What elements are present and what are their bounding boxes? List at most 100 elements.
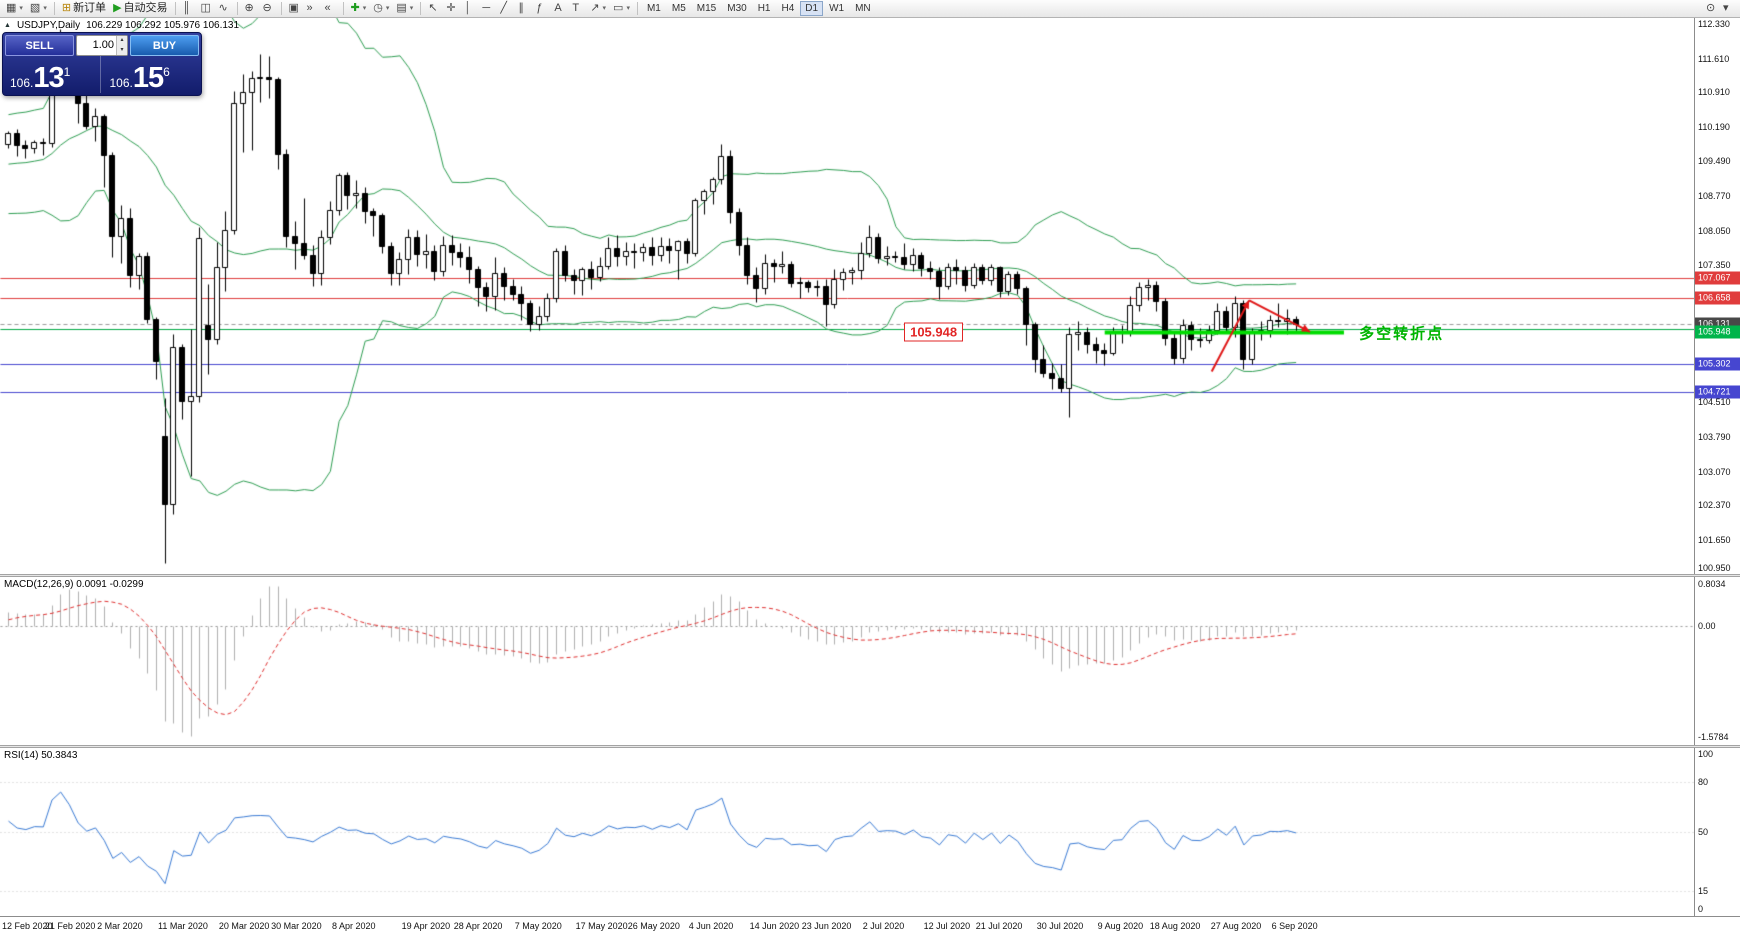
new-order-button-label: 新订单 [73, 2, 107, 14]
macd-pane-splitter[interactable] [0, 574, 1740, 577]
main-chart-canvas[interactable] [0, 18, 1694, 574]
indicators-icon-glyph: ✚ [350, 2, 360, 14]
text-label-icon-glyph: T [572, 2, 580, 14]
periods-icon[interactable]: ◷ ▾ [370, 1, 392, 17]
price-scale-label: 103.790 [1698, 431, 1731, 442]
tile-windows-icon[interactable]: ▣ [286, 1, 303, 17]
date-axis-label: 6 Sep 2020 [1271, 921, 1318, 931]
price-line-badge: 104.721 [1695, 385, 1740, 399]
macd-plot-area: MACD(12,26,9) 0.0091 -0.0299 [0, 577, 1694, 745]
lot-size-value[interactable]: 1.00 [92, 39, 114, 51]
timeframe-m5[interactable]: M5 [667, 1, 691, 16]
zoom-out-icon-glyph: ⊖ [262, 2, 272, 14]
price-scale-label: 110.190 [1698, 122, 1730, 133]
price-callout-label[interactable]: 105.948 [904, 322, 964, 342]
zoom-in-icon[interactable]: ⊕ [242, 1, 259, 17]
lot-decrease-button[interactable]: ▾ [117, 45, 127, 55]
sell-button[interactable]: SELL [5, 35, 74, 56]
timeframe-m15[interactable]: M15 [692, 1, 721, 16]
timeframe-h4[interactable]: H4 [776, 1, 799, 16]
vertical-line-icon[interactable]: │ [461, 1, 478, 17]
text-icon-glyph: A [554, 2, 562, 14]
date-axis-label: 12 Feb 2020 [2, 921, 53, 931]
new-chart-icon-dropdown[interactable]: ▾ [19, 5, 23, 12]
toolbar-separator [236, 2, 238, 15]
chart-window: ▲ USDJPY,Daily 106.229 106.292 105.976 1… [0, 18, 1740, 938]
cursor-icon[interactable]: ↖ [425, 1, 442, 17]
toolbars-menu-icon[interactable]: ▾ [1720, 1, 1737, 17]
cursor-icon-glyph: ↖ [428, 2, 438, 14]
ask-price-pip-digit: 6 [163, 65, 170, 79]
chart-profiles-icon-glyph: ▧ [29, 2, 41, 14]
fibonacci-icon[interactable]: ƒ [533, 1, 550, 17]
crosshair-icon[interactable]: ✛ [443, 1, 460, 17]
candlestick-chart-icon[interactable]: ◫ [198, 1, 215, 17]
macd-canvas[interactable] [0, 577, 1694, 745]
lot-increase-button[interactable]: ▴ [117, 36, 127, 46]
templates-icon[interactable]: ▤ ▾ [393, 1, 416, 17]
price-scale-label: 108.050 [1698, 225, 1731, 236]
fibonacci-icon-glyph: ƒ [536, 2, 543, 14]
toolbar: ▦ ▾ ▧ ▾ ⊞ 新订单 ▶ 自动交易 ║ ◫ ∿ ⊕ ⊖ ▣» «✚ ▾ ◷ ▾ ▤ ▾ ↖ ✛ │ ─ ╱ ∥ ƒ A T ↗ ▾ ▭ ▾… [0, 0, 1740, 18]
date-axis-label: 30 Mar 2020 [271, 921, 322, 931]
indicators-icon[interactable]: ✚ ▾ [348, 1, 370, 17]
equidistant-channel-icon[interactable]: ∥ [515, 1, 532, 17]
timeframe-mn[interactable]: MN [850, 1, 876, 16]
buy-button[interactable]: BUY [130, 35, 199, 56]
date-axis-label: 18 Aug 2020 [1149, 921, 1201, 931]
periods-icon-dropdown[interactable]: ▾ [385, 5, 390, 12]
new-order-button[interactable]: ⊞ 新订单 [59, 1, 109, 17]
arrows-icon-dropdown[interactable]: ▾ [602, 5, 607, 12]
shapes-icon-dropdown[interactable]: ▾ [626, 5, 630, 12]
timeframe-m1[interactable]: M1 [642, 1, 666, 16]
macd-scale-zero: 0.00 [1698, 621, 1716, 631]
timeframe-m30[interactable]: M30 [722, 1, 751, 16]
bar-chart-icon[interactable]: ║ [180, 1, 197, 17]
date-axis[interactable]: 12 Feb 2020 21 Feb 2020 2 Mar 2020 11 Mar 2… [0, 916, 1740, 938]
new-chart-icon[interactable]: ▦ ▾ [3, 1, 26, 17]
text-label-icon[interactable]: T [569, 1, 586, 17]
auto-scroll-icon[interactable]: » [304, 1, 321, 17]
chart-profiles-icon-dropdown[interactable]: ▾ [43, 5, 47, 12]
horizontal-line-icon[interactable]: ─ [479, 1, 496, 17]
ask-price-big-digits: 15 [132, 62, 164, 94]
date-axis-label: 23 Jun 2020 [801, 921, 852, 931]
arrows-icon[interactable]: ↗ ▾ [587, 1, 609, 17]
lot-size-control[interactable]: 1.00 ▴ ▾ [76, 35, 128, 56]
chart-profiles-icon[interactable]: ▧ ▾ [27, 1, 50, 17]
rsi-canvas[interactable] [0, 748, 1694, 916]
rsi-plot-area: RSI(14) 50.3843 [0, 748, 1694, 916]
shapes-icon-glyph: ▭ [613, 2, 624, 14]
indicators-icon-dropdown[interactable]: ▾ [362, 5, 367, 12]
trendline-icon[interactable]: ╱ [497, 1, 514, 17]
date-axis-label: 17 May 2020 [575, 921, 628, 931]
one-click-collapse-toggle[interactable]: ▲ [4, 22, 11, 29]
shapes-icon[interactable]: ▭ ▾ [610, 1, 633, 17]
rsi-indicator-label: RSI(14) 50.3843 [4, 750, 78, 761]
turning-point-label[interactable]: 多空转折点 [1359, 325, 1445, 343]
bid-price-pip-digit: 1 [63, 65, 71, 79]
price-scale-label: 109.490 [1698, 156, 1731, 167]
ask-price-main: 106. [109, 76, 133, 90]
crosshair-icon-glyph: ✛ [446, 2, 456, 14]
chart-ohlc-values: 106.229 106.292 105.976 106.131 [86, 20, 240, 31]
line-chart-icon[interactable]: ∿ [216, 1, 233, 17]
bar-chart-icon-glyph: ║ [182, 2, 191, 14]
search-icon[interactable]: ⊙ [1703, 1, 1720, 17]
text-icon[interactable]: A [551, 1, 568, 17]
timeframe-h1[interactable]: H1 [753, 1, 776, 16]
vertical-line-icon-glyph: │ [464, 2, 472, 14]
lot-stepper[interactable]: ▴ ▾ [116, 36, 127, 55]
zoom-in-icon-glyph: ⊕ [244, 2, 254, 14]
autotrading-button[interactable]: ▶ 自动交易 [110, 1, 170, 17]
rsi-pane-splitter[interactable] [0, 745, 1740, 748]
timeframe-d1[interactable]: D1 [800, 1, 824, 16]
timeframe-w1[interactable]: W1 [824, 1, 849, 16]
chart-shift-icon[interactable]: « [322, 1, 339, 17]
templates-icon-dropdown[interactable]: ▾ [409, 5, 414, 12]
auto-scroll-icon-glyph: » [306, 2, 313, 14]
periods-icon-glyph: ◷ [373, 2, 383, 14]
price-scale-label: 110.910 [1698, 87, 1730, 98]
zoom-out-icon[interactable]: ⊖ [260, 1, 277, 17]
bid-price-main: 106. [10, 76, 34, 90]
